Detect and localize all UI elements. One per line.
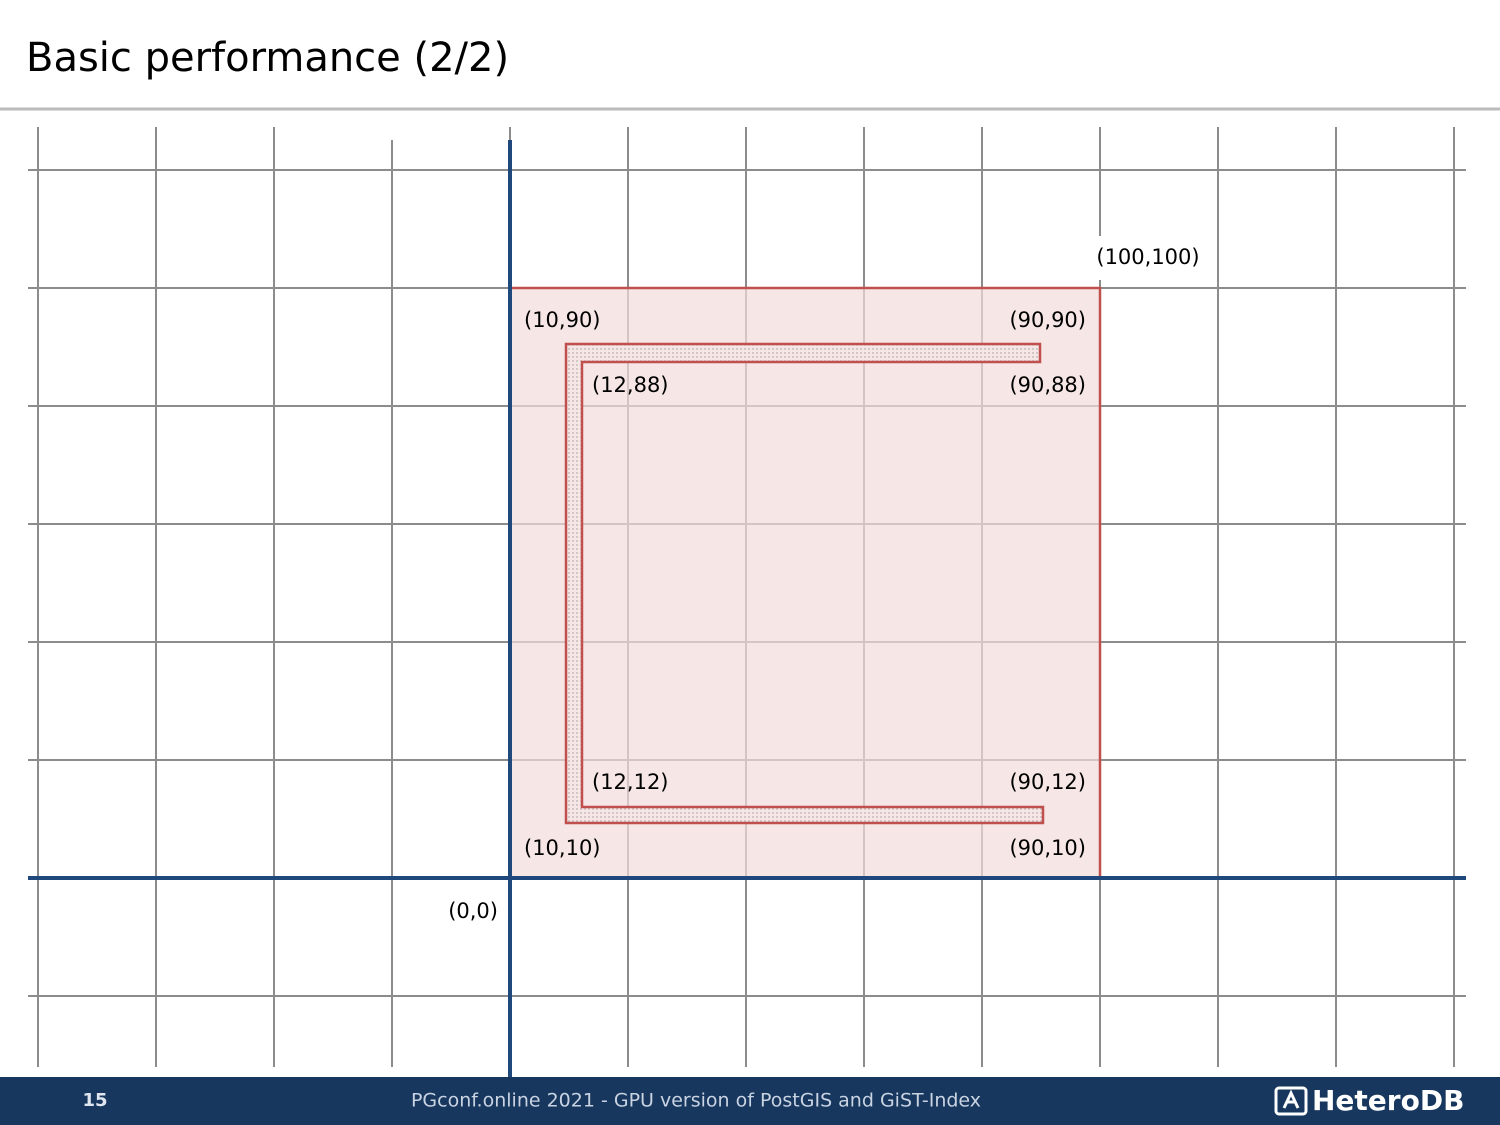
coordinate-label: (100,100) bbox=[1096, 245, 1199, 269]
logo-icon-mark bbox=[1282, 1089, 1300, 1109]
coordinate-label: (12,88) bbox=[592, 373, 669, 397]
coordinate-label: (10,90) bbox=[524, 308, 601, 332]
coordinate-label: (90,12) bbox=[1009, 770, 1086, 794]
logo-text: HeteroDB bbox=[1312, 1084, 1464, 1117]
bounding-box bbox=[508, 286, 1102, 880]
footer-bar bbox=[0, 1077, 1500, 1125]
coordinate-label: (90,88) bbox=[1009, 373, 1086, 397]
coordinate-label: (90,10) bbox=[1009, 836, 1086, 860]
coordinate-label: (12,12) bbox=[592, 770, 669, 794]
coordinate-label: (10,10) bbox=[524, 836, 601, 860]
slide-title: Basic performance (2/2) bbox=[26, 35, 509, 81]
logo-icon bbox=[1274, 1086, 1308, 1116]
page-number: 15 bbox=[82, 1090, 107, 1111]
coordinate-label: (0,0) bbox=[448, 899, 498, 923]
footer-text: PGconf.online 2021 - GPU version of Post… bbox=[411, 1090, 981, 1112]
c-shape-polygon bbox=[564, 342, 1045, 825]
label-background bbox=[1082, 236, 1214, 280]
coordinate-label: (90,90) bbox=[1009, 308, 1086, 332]
